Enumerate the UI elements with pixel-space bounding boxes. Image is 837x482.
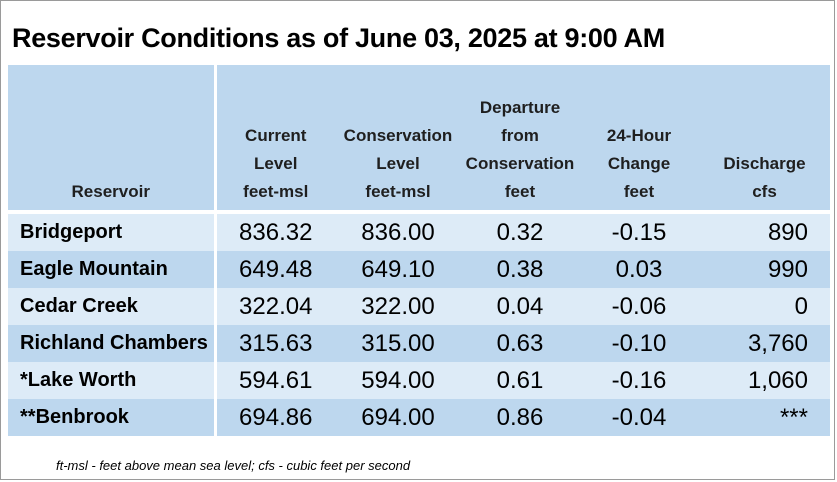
discharge-cell: *** (699, 399, 830, 436)
departure-cell: 0.04 (461, 288, 579, 325)
conservation-level-cell: 836.00 (335, 210, 461, 251)
change-cell: -0.16 (579, 362, 699, 399)
departure-cell: 0.86 (461, 399, 579, 436)
reservoir-name: *Lake Worth (8, 362, 217, 399)
reservoir-name: **Benbrook (8, 399, 217, 436)
departure-cell: 0.61 (461, 362, 579, 399)
conservation-level-cell: 594.00 (335, 362, 461, 399)
current-level-cell: 649.48 (215, 251, 335, 288)
discharge-cell: 990 (699, 251, 830, 288)
current-level-cell: 322.04 (215, 288, 335, 325)
change-cell: -0.10 (579, 325, 699, 362)
change-cell: -0.04 (579, 399, 699, 436)
current-level-cell: 594.61 (215, 362, 335, 399)
change-cell: -0.06 (579, 288, 699, 325)
reservoir-name: Eagle Mountain (8, 251, 217, 288)
current-level-cell: 694.86 (215, 399, 335, 436)
conservation-level-cell: 694.00 (335, 399, 461, 436)
table-row: Richland Chambers 315.63 315.00 0.63 -0.… (8, 325, 830, 362)
change-cell: -0.15 (579, 210, 699, 251)
table-row: Eagle Mountain 649.48 649.10 0.38 0.03 9… (8, 251, 830, 288)
departure-cell: 0.32 (461, 210, 579, 251)
reservoir-name: Bridgeport (8, 210, 217, 251)
departure-cell: 0.63 (461, 325, 579, 362)
current-level-cell: 315.63 (215, 325, 335, 362)
header-discharge: Discharge cfs (699, 65, 830, 212)
table-row: *Lake Worth 594.61 594.00 0.61 -0.16 1,0… (8, 362, 830, 399)
header-reservoir: Reservoir (8, 65, 217, 212)
header-departure: Departure from Conservation feet (461, 65, 579, 212)
departure-cell: 0.38 (461, 251, 579, 288)
reservoir-name: Richland Chambers (8, 325, 217, 362)
discharge-cell: 3,760 (699, 325, 830, 362)
header-24-hour-change: 24-Hour Change feet (579, 65, 699, 212)
change-cell: 0.03 (579, 251, 699, 288)
footnote: ft-msl - feet above mean sea level; cfs … (56, 458, 411, 473)
reservoir-name: Cedar Creek (8, 288, 217, 325)
current-level-cell: 836.32 (215, 210, 335, 251)
discharge-cell: 0 (699, 288, 830, 325)
table-row: **Benbrook 694.86 694.00 0.86 -0.04 *** (8, 399, 830, 436)
conservation-level-cell: 322.00 (335, 288, 461, 325)
header-conservation-level: Conservation Level feet-msl (335, 65, 461, 212)
header-row: Reservoir Current Level feet-msl Conserv… (8, 65, 830, 212)
discharge-cell: 890 (699, 210, 830, 251)
reservoir-table: Reservoir Current Level feet-msl Conserv… (8, 65, 830, 436)
discharge-cell: 1,060 (699, 362, 830, 399)
conservation-level-cell: 315.00 (335, 325, 461, 362)
header-current-level: Current Level feet-msl (215, 65, 335, 212)
conservation-level-cell: 649.10 (335, 251, 461, 288)
table-row: Cedar Creek 322.04 322.00 0.04 -0.06 0 (8, 288, 830, 325)
page-title: Reservoir Conditions as of June 03, 2025… (12, 23, 665, 53)
table-row: Bridgeport 836.32 836.00 0.32 -0.15 890 (8, 210, 830, 251)
